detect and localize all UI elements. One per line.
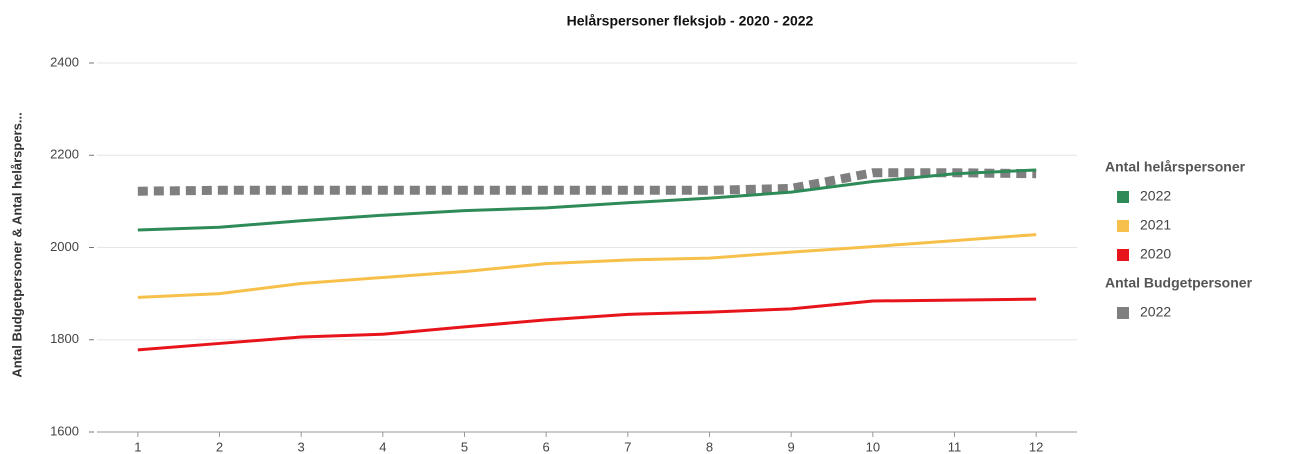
y-tick-label: 2400	[50, 54, 79, 69]
x-tick-label: 1	[134, 439, 141, 454]
y-axis-label: Antal Budgetpersoner & Antal helårspers.…	[9, 112, 24, 377]
y-tick-label: 1800	[50, 331, 79, 346]
legend-title: Antal Budgetpersoner	[1105, 275, 1253, 291]
y-tick-label: 2200	[50, 147, 79, 162]
legend-label: 2022	[1140, 304, 1171, 320]
legend-label: 2021	[1140, 217, 1171, 233]
chart-title: Helårspersoner fleksjob - 2020 - 2022	[567, 13, 814, 29]
x-tick-label: 5	[461, 439, 468, 454]
series-line	[137, 168, 1037, 232]
series-line	[137, 168, 1037, 196]
series-line	[137, 297, 1037, 352]
x-tick-label: 3	[298, 439, 305, 454]
x-tick-label: 7	[624, 439, 631, 454]
legend-label: 2022	[1140, 188, 1171, 204]
legend-swatch	[1117, 249, 1129, 261]
x-tick-label: 12	[1029, 439, 1043, 454]
x-tick-label: 10	[866, 439, 880, 454]
y-tick-label: 1600	[50, 423, 79, 438]
legend-title: Antal helårspersoner	[1105, 159, 1246, 175]
y-tick-label: 2000	[50, 239, 79, 254]
x-tick-label: 6	[543, 439, 550, 454]
legend-swatch	[1117, 220, 1129, 232]
legend-label: 2020	[1140, 246, 1171, 262]
x-tick-label: 8	[706, 439, 713, 454]
x-tick-label: 2	[216, 439, 223, 454]
legend-swatch	[1117, 307, 1129, 319]
legend-swatch	[1117, 191, 1129, 203]
x-tick-label: 9	[788, 439, 795, 454]
x-tick-label: 11	[948, 439, 962, 454]
x-tick-label: 4	[379, 439, 386, 454]
series-line	[137, 233, 1037, 299]
